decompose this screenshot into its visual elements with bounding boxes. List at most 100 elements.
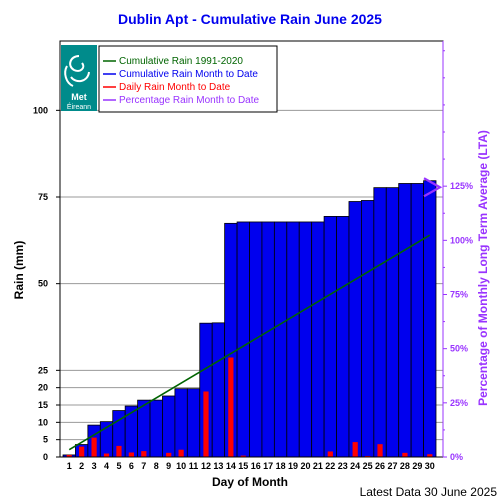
x-tick-label: 17 — [263, 461, 273, 471]
legend-label-percentage: Percentage Rain Month to Date — [119, 95, 260, 106]
x-tick-label: 2 — [79, 461, 84, 471]
cumulative-bar — [398, 183, 412, 458]
cumulative-bar — [336, 216, 350, 458]
x-tick-label: 14 — [226, 461, 236, 471]
legend-label-lta: Cumulative Rain 1991-2020 — [119, 56, 243, 67]
x-tick-label: 11 — [189, 461, 199, 471]
percentage-marker — [423, 177, 443, 198]
y2-tick-label: 50% — [450, 344, 468, 354]
y2-tick-label: 75% — [450, 290, 468, 300]
y2-axis-label: Percentage of Monthly Long Term Average … — [476, 130, 490, 406]
cumulative-bar — [124, 405, 138, 458]
x-tick-label: 3 — [92, 461, 97, 471]
percentage-arrow — [423, 177, 443, 198]
cumulative-bar — [360, 200, 375, 458]
legend-box — [98, 45, 278, 113]
cumulative-bar — [423, 180, 437, 458]
cumulative-bar — [348, 201, 362, 458]
cumulative-bar — [162, 395, 176, 458]
x-tick-label: 4 — [104, 461, 109, 471]
legend: Cumulative Rain 1991-2020 Cumulative Rai… — [98, 45, 278, 113]
x-tick-label: 19 — [288, 461, 298, 471]
cumulative-bar — [273, 221, 288, 458]
x-tick-label: 18 — [276, 461, 286, 471]
daily-bar-overlay — [365, 455, 371, 457]
x-tick-label: 15 — [238, 461, 248, 471]
y2-tick-label: 100% — [450, 235, 473, 245]
daily-bar-overlay — [377, 444, 383, 457]
x-tick-label: 23 — [338, 461, 348, 471]
x-tick-label: 29 — [412, 461, 422, 471]
y-tick-label: 25 — [38, 365, 48, 375]
daily-bar-overlay — [141, 451, 147, 457]
logo-text-eireann: Éireann — [67, 102, 91, 111]
y-axis-label: Rain (mm) — [12, 241, 26, 300]
y-tick-label: 50 — [38, 279, 48, 289]
swirl-icon — [64, 55, 90, 87]
cumulative-bar — [410, 183, 424, 458]
y-tick-label: 5 — [43, 435, 48, 445]
cumulative-bar — [298, 221, 313, 458]
latest-data-label: Latest Data 30 June 2025 — [360, 485, 498, 499]
x-axis-ticks: 1 2 3 4 5 6 7 8 9 10 11 12 13 14 15 16 17 18 19 20 21 22 23 24 2… — [67, 461, 435, 471]
daily-bar-overlay — [128, 452, 134, 457]
cumulative-bar — [211, 322, 226, 458]
x-tick-label: 10 — [176, 461, 186, 471]
x-tick-label: 13 — [213, 461, 223, 471]
cumulative-bar — [373, 187, 387, 458]
lta-line — [68, 234, 431, 451]
y-tick-label: 20 — [38, 383, 48, 393]
cumulative-bar — [149, 399, 163, 458]
y-tick-label: 15 — [38, 400, 48, 410]
cumulative-bar — [174, 388, 188, 458]
cumulative-bar — [385, 187, 400, 458]
x-tick-label: 26 — [375, 461, 385, 471]
daily-bar-overlay — [91, 437, 97, 457]
x-tick-label: 7 — [141, 461, 146, 471]
daily-bar-overlay — [240, 455, 246, 457]
y2-tick-label: 125% — [450, 181, 473, 191]
y2-tick-label: 0% — [450, 452, 463, 462]
lta-line-group — [68, 234, 431, 451]
daily-bar-overlay — [327, 451, 333, 457]
daily-bar-overlay — [402, 452, 408, 457]
y-tick-label: 0 — [43, 452, 48, 462]
x-tick-label: 30 — [425, 461, 435, 471]
daily-bar-overlay — [66, 454, 72, 457]
met-eireann-logo: Met Éireann — [61, 45, 97, 111]
x-tick-label: 24 — [350, 461, 360, 471]
legend-label-cumulative: Cumulative Rain Month to Date — [119, 69, 258, 80]
daily-bar-overlay — [116, 445, 122, 457]
cumulative-bar — [323, 216, 337, 458]
daily-bar-overlay — [79, 446, 85, 457]
y-tick-label: 100 — [33, 105, 48, 115]
x-tick-label: 20 — [300, 461, 310, 471]
y-axis-ticks: 0 5 10 15 20 25 50 75 100 — [33, 105, 60, 462]
daily-bar-overlay — [166, 452, 172, 457]
y-tick-label: 10 — [38, 417, 48, 427]
legend-label-daily: Daily Rain Month to Date — [119, 82, 231, 93]
y2-tick-label: 25% — [450, 398, 468, 408]
y2-axis-ticks: 0% 25% 50% 75% 100% 125% — [443, 50, 473, 462]
daily-bar-overlay — [203, 391, 209, 457]
cumulative-bar — [311, 221, 325, 458]
x-tick-label: 16 — [251, 461, 261, 471]
x-tick-label: 6 — [129, 461, 134, 471]
x-tick-label: 1 — [67, 461, 72, 471]
cumulative-bars — [62, 180, 437, 458]
daily-bar-overlay — [228, 357, 234, 457]
daily-bar-overlay — [178, 449, 184, 457]
x-tick-label: 9 — [166, 461, 171, 471]
x-tick-label: 22 — [325, 461, 335, 471]
x-axis-label: Day of Month — [212, 475, 288, 489]
logo-text-met: Met — [71, 92, 87, 102]
x-tick-label: 8 — [154, 461, 159, 471]
x-tick-label: 5 — [116, 461, 121, 471]
x-tick-label: 27 — [387, 461, 397, 471]
daily-bar-overlay — [427, 454, 433, 457]
cumulative-bar — [186, 388, 201, 458]
x-tick-label: 21 — [313, 461, 323, 471]
daily-bar-overlay — [352, 442, 358, 457]
cumulative-bar — [236, 221, 250, 458]
x-tick-label: 28 — [400, 461, 410, 471]
